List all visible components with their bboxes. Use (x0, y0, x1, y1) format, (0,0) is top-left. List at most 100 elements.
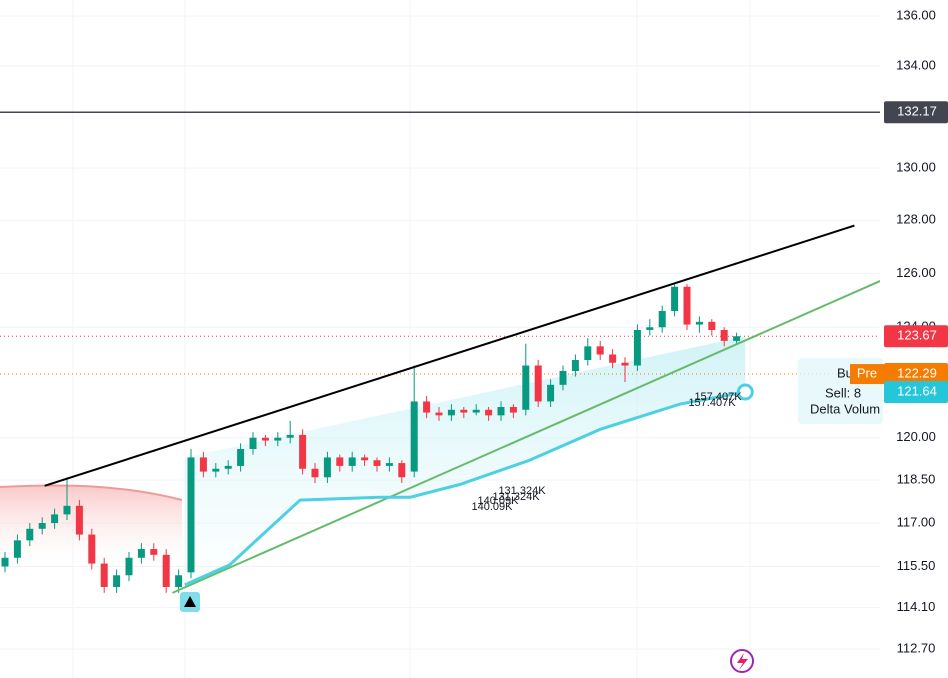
signal-arrow (184, 596, 196, 607)
candle-body (385, 463, 393, 466)
ma-area (184, 336, 746, 585)
candle-body (509, 406, 517, 413)
candle-body (609, 354, 617, 363)
candle-body (212, 468, 220, 472)
candle-body (286, 434, 294, 438)
candle-body (559, 371, 567, 385)
y-tick-label: 112.70 (897, 641, 936, 656)
band-area (0, 485, 182, 560)
price-tags: 132.17 123.67 Pre 122.29 121.64 (850, 101, 948, 404)
candle-body (51, 514, 59, 524)
candle-body (1, 557, 9, 567)
candle-body (733, 336, 741, 341)
candle-body (695, 321, 703, 325)
y-tick-label: 117.00 (897, 514, 936, 529)
y-tick-label: 134.00 (896, 57, 936, 72)
candle-body (596, 346, 604, 355)
candle-body (410, 401, 418, 472)
candle-body (75, 505, 83, 535)
candle-body (708, 321, 716, 330)
logo-bolt (737, 653, 748, 670)
candle-body (497, 406, 505, 416)
candle-body (162, 554, 170, 587)
candle-body (311, 468, 319, 478)
axis-labels: 136.00134.00130.00128.00126.00124.00120.… (896, 8, 936, 656)
candle-body (584, 346, 592, 361)
plot: 157.407K157.407K131.324K131.324K140.09K1… (0, 111, 886, 594)
candle-body (137, 549, 145, 558)
candle-body (63, 505, 71, 515)
candle-body (547, 384, 555, 402)
ma-end-marker (736, 383, 754, 401)
y-tick-label: 120.00 (896, 429, 936, 444)
candle-body (571, 360, 579, 372)
price-tag (884, 325, 948, 348)
price-tag (884, 363, 948, 386)
candle-body (373, 460, 381, 466)
candle-body (88, 534, 96, 564)
candle-body (720, 329, 728, 341)
logo[interactable] (730, 649, 754, 673)
candle-body (522, 365, 530, 410)
y-tick-label: 130.00 (896, 160, 936, 175)
price-tag-label: 122.29 (897, 365, 937, 380)
candle-body (249, 437, 257, 449)
y-tick-label: 114.10 (897, 599, 936, 614)
candle-body (361, 457, 369, 461)
candle-body (435, 412, 443, 416)
panel-text: Sell: 8 (825, 385, 861, 400)
candle-body (460, 409, 468, 413)
candle-body (423, 401, 431, 413)
volume-label-shadow: 140.09K (472, 501, 514, 513)
y-tick-label: 115.50 (897, 558, 936, 573)
volume-label-shadow: 157.407K (688, 397, 736, 409)
candle-body (646, 327, 654, 330)
candle-body (472, 409, 480, 413)
candle-body (26, 528, 34, 541)
y-tick-label: 136.00 (896, 8, 936, 23)
price-tag-label: 132.17 (897, 104, 937, 119)
candle-body (534, 365, 542, 402)
candle-body (274, 437, 282, 441)
candle-body (187, 457, 195, 573)
price-tag-label: 121.64 (897, 383, 937, 398)
candle-body (261, 437, 269, 441)
candle-body (658, 311, 666, 328)
candle-body (323, 457, 331, 478)
candle-body (299, 434, 307, 469)
candle-body (447, 409, 455, 416)
candle-body (125, 557, 133, 576)
candle-body (398, 463, 406, 478)
candle-body (199, 457, 207, 472)
band-line (0, 484, 183, 501)
candle-body (100, 563, 108, 587)
candle-body (113, 575, 121, 587)
candle-body (348, 457, 356, 466)
tag-prefix: Pre (857, 365, 877, 380)
candle-body (621, 362, 629, 366)
candle-body (683, 286, 691, 325)
price-tag (884, 101, 948, 124)
candle-body (336, 457, 344, 466)
candle-body (224, 465, 232, 469)
candle-body (175, 575, 183, 587)
volume-label-shadow: 131.324K (492, 491, 540, 503)
candle-body (13, 540, 21, 558)
y-tick-label: 126.00 (896, 265, 936, 280)
candle-body (485, 409, 493, 416)
panel-text: Delta Volum (810, 401, 880, 416)
panel-text: Bu (837, 365, 853, 380)
volume-label: 131.324K (498, 485, 546, 497)
candle-body (150, 549, 158, 555)
trendline (171, 277, 886, 594)
candle-body (237, 448, 245, 466)
candle-body (671, 286, 679, 312)
tag-prefix-bg (850, 364, 884, 385)
trendline (44, 224, 855, 487)
candle-body (38, 523, 46, 529)
volume-label: 140.09K (478, 495, 520, 507)
y-tick-label: 128.00 (896, 212, 936, 227)
volume-label: 157.407K (694, 391, 742, 403)
y-tick-label: 118.50 (897, 472, 936, 487)
